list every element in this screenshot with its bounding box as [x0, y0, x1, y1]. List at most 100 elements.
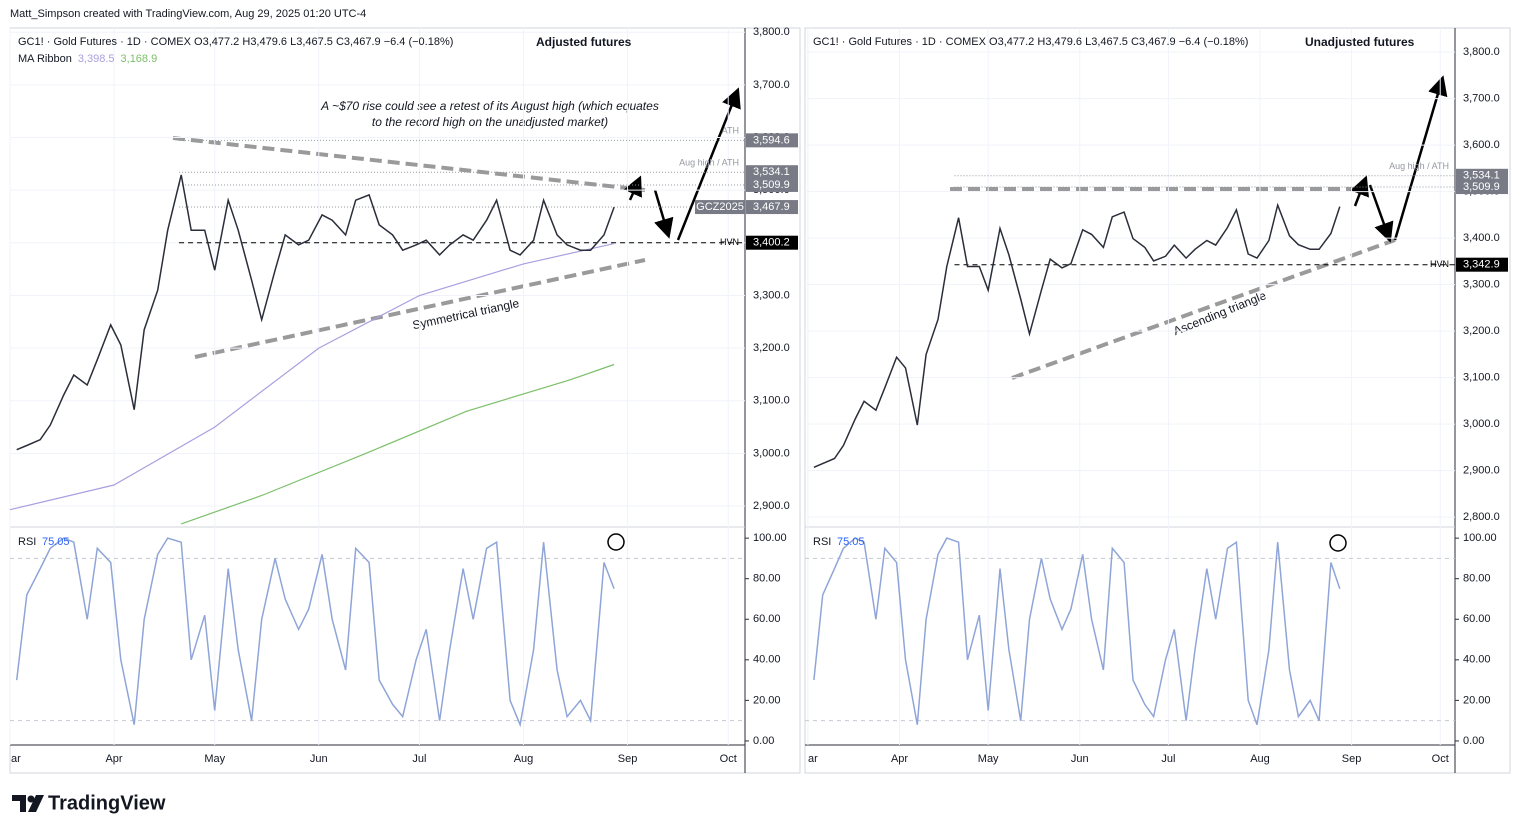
- x-tick-label: Apr: [105, 753, 122, 765]
- x-tick-label: Oct: [1432, 753, 1449, 765]
- legend-item: −6.4 (−0.18%): [1179, 36, 1249, 48]
- x-tick-label: Sep: [1342, 753, 1362, 765]
- author-line: Matt_Simpson created with TradingView.co…: [10, 8, 366, 20]
- ma-value: 3,398.5: [78, 53, 115, 65]
- arrow: [676, 87, 741, 241]
- ma-legend: MA Ribbon 3,398.5 3,168.9: [18, 53, 157, 65]
- logo-mark: [12, 795, 26, 812]
- y-tick-label: 3,000.0: [1463, 418, 1500, 430]
- legend-item: H3,479.6: [1037, 36, 1082, 48]
- y-tick-label: 3,300.0: [1463, 279, 1500, 291]
- rsi-tick-label: 0.00: [753, 735, 774, 747]
- x-tick-label: Jun: [1071, 753, 1089, 765]
- level-label: 3,509.9: [1463, 181, 1500, 193]
- rsi-tick-label: 20.00: [753, 694, 781, 706]
- trendline: [194, 258, 646, 359]
- y-tick-label: 2,800.0: [1463, 511, 1500, 523]
- x-tick-label: Jul: [1161, 753, 1175, 765]
- rsi-value: 75.05: [42, 536, 70, 548]
- level-tag: [746, 200, 798, 215]
- x-tick-label: Jun: [310, 753, 328, 765]
- y-tick-label: 3,400.0: [1463, 232, 1500, 244]
- x-tick-label: Jul: [412, 753, 426, 765]
- y-tick-label: 3,700.0: [1463, 93, 1500, 105]
- level-label: 3,342.9: [1463, 259, 1500, 271]
- y-tick-label: 3,200.0: [753, 342, 790, 354]
- y-tick-label: 3,100.0: [1463, 372, 1500, 384]
- rsi-line: [15, 537, 615, 728]
- logo-mark: [27, 795, 35, 803]
- chart-title: Unadjusted futures: [1305, 35, 1415, 49]
- x-tick-label: May: [204, 753, 225, 765]
- level-note: HVN: [1430, 259, 1449, 269]
- trendlines: [172, 136, 1396, 380]
- legend-item: C3,467.9: [336, 36, 381, 48]
- level-label: 3,534.1: [1463, 170, 1500, 182]
- moving-average: [181, 363, 615, 525]
- y-tick-label: 3,800.0: [753, 26, 790, 38]
- rsi-label: RSI: [813, 536, 831, 548]
- level-label: 3,594.6: [753, 134, 790, 146]
- level-tag: [746, 235, 798, 250]
- rsi-tick-label: 60.00: [1463, 613, 1491, 625]
- rsi-tick-label: 60.00: [753, 613, 781, 625]
- arrow: [1368, 184, 1394, 243]
- legend-item: GC1! · Gold Futures · 1D · COMEX: [18, 36, 192, 48]
- legend-item: L3,467.5: [290, 36, 333, 48]
- arrow: [653, 189, 674, 239]
- y-tick-label: 2,900.0: [1463, 465, 1500, 477]
- level-note: HVN: [720, 237, 739, 247]
- brand-logo: TradingView: [12, 792, 166, 814]
- ma-label: MA Ribbon: [18, 53, 72, 65]
- level-tag: [1456, 168, 1508, 183]
- level-tag: [1456, 180, 1508, 195]
- rsi-tick-label: 40.00: [1463, 654, 1491, 666]
- price-line: [16, 174, 615, 451]
- x-tick-label: Aug: [514, 753, 534, 765]
- legend-item: O3,477.2: [989, 36, 1034, 48]
- panel-frame: [804, 27, 1511, 774]
- x-tick-label: ar: [808, 753, 818, 765]
- level-tag: [746, 177, 798, 192]
- arrow: [1393, 75, 1448, 241]
- x-tick-label: ar: [11, 753, 21, 765]
- x-tick-label: Oct: [720, 753, 737, 765]
- price-line: [813, 202, 1341, 468]
- arrow: [1350, 175, 1369, 207]
- x-tick-label: Apr: [891, 753, 908, 765]
- y-tick-label: 3,700.0: [753, 79, 790, 91]
- rsi-tick-label: 0.00: [1463, 735, 1484, 747]
- annotation-line: A ~$70 rise could see a retest of its Au…: [320, 99, 659, 113]
- rsi-tick-label: 40.00: [753, 654, 781, 666]
- legend-item: −6.4 (−0.18%): [384, 36, 454, 48]
- level-label: 3,509.9: [753, 179, 790, 191]
- y-tick-label: 3,100.0: [753, 395, 790, 407]
- level-label: 3,534.1: [753, 166, 790, 178]
- level-tag: [746, 133, 798, 148]
- rsi-tick-label: 100.00: [1463, 532, 1497, 544]
- rsi-tick-label: 20.00: [1463, 694, 1491, 706]
- rsi-tick-label: 80.00: [753, 573, 781, 585]
- y-tick-label: 3,200.0: [1463, 325, 1500, 337]
- ma-value: 3,168.9: [121, 53, 158, 65]
- projection-arrows: [623, 75, 1448, 243]
- x-tick-label: Sep: [618, 753, 638, 765]
- trendline: [1011, 238, 1396, 380]
- level-tag-label: GCZ2025: [696, 201, 744, 213]
- x-tick-label: Aug: [1250, 753, 1270, 765]
- y-tick-label: 3,000.0: [753, 447, 790, 459]
- y-tick-label: 3,300.0: [753, 289, 790, 301]
- y-tick-label: 3,800.0: [1463, 46, 1500, 58]
- x-tick-label: May: [978, 753, 999, 765]
- legend-item: O3,477.2: [194, 36, 239, 48]
- level-tag: [1456, 257, 1508, 272]
- chart-title: Adjusted futures: [536, 35, 632, 49]
- brand-name: TradingView: [48, 792, 166, 814]
- legend-item: C3,467.9: [1131, 36, 1176, 48]
- level-label: 3,400.2: [753, 237, 790, 249]
- trendline: [172, 136, 646, 192]
- logo-mark: [28, 795, 44, 812]
- level-label: 3,467.9: [753, 201, 790, 213]
